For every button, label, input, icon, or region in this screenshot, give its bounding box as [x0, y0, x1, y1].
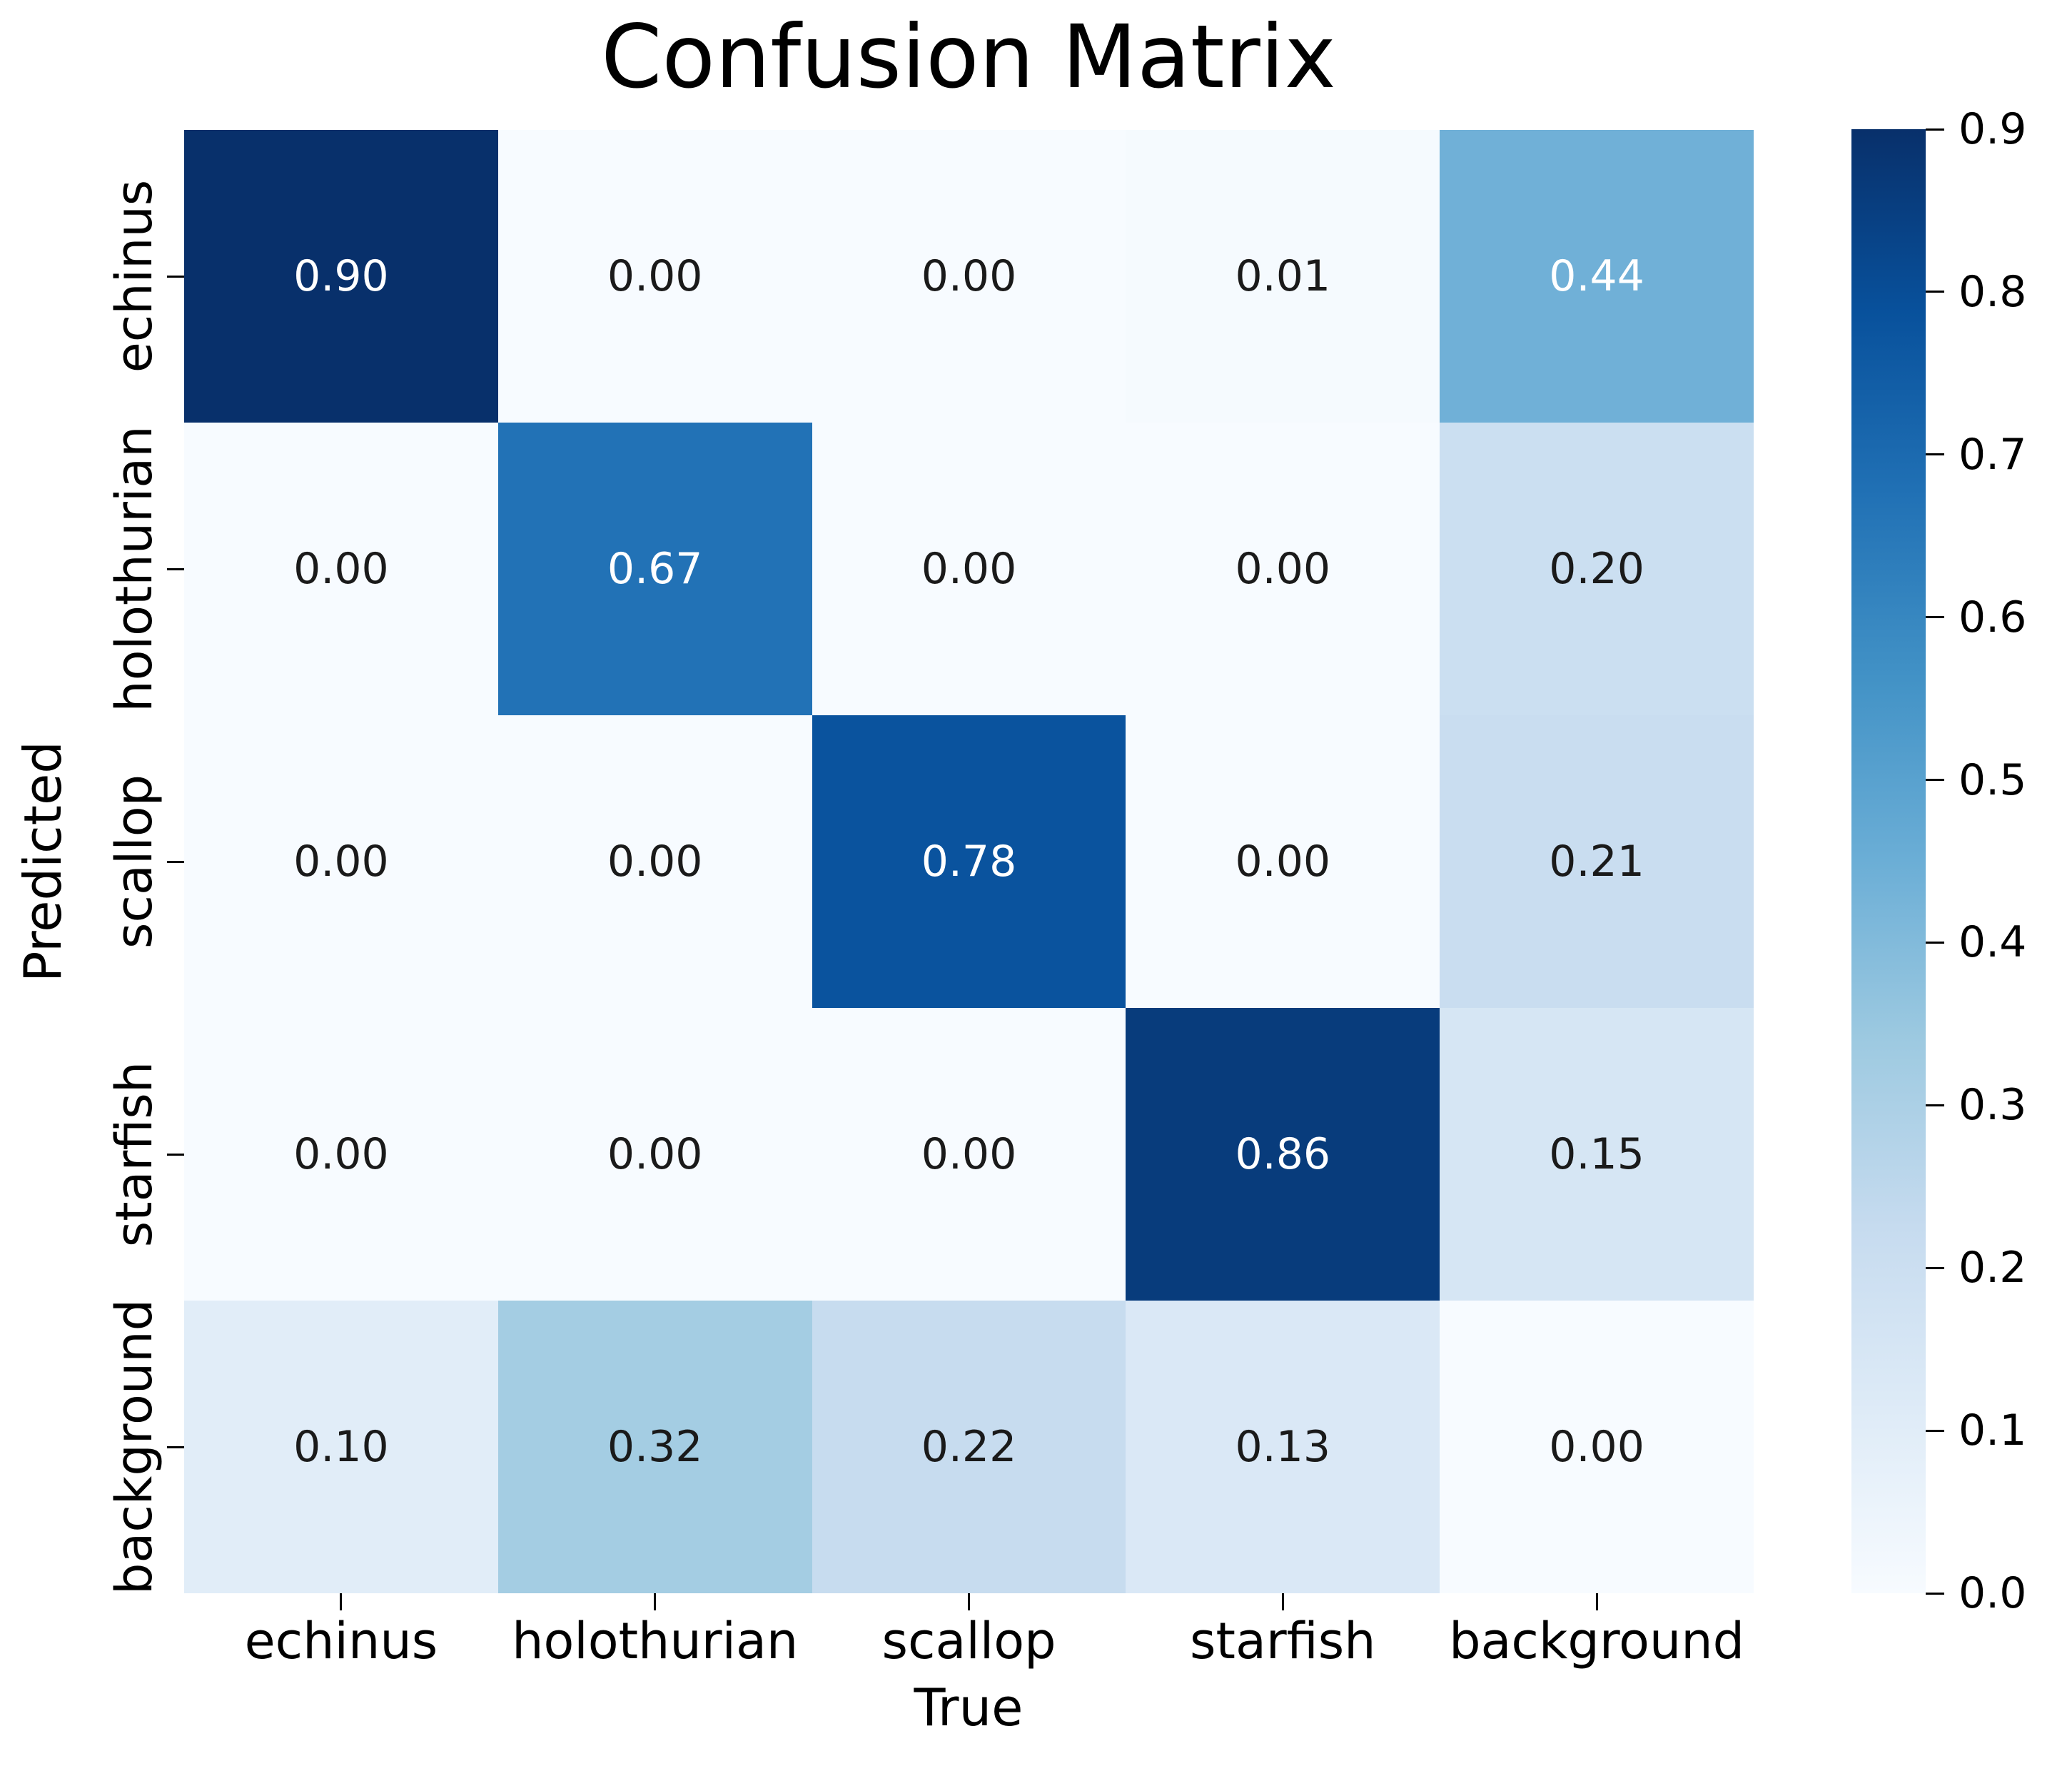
colorbar-tick-label-0.2: 0.2 [1959, 1243, 2027, 1293]
colorbar-tick-label-0.7: 0.7 [1959, 429, 2027, 480]
x-tick-label-text: echinus [244, 1612, 438, 1670]
matrix-cell-starfish-starfish: 0.86 [1126, 1008, 1440, 1301]
x-tick-label-text: holothurian [512, 1612, 799, 1670]
matrix-cell-starfish-holothurian: 0.00 [497, 1008, 812, 1301]
matrix-cell-echinus-background: 0.44 [1440, 130, 1754, 423]
matrix-cell-echinus-holothurian: 0.00 [497, 130, 812, 423]
x-tick-label-text: scallop [881, 1612, 1056, 1670]
matrix-cell-background-holothurian: 0.32 [497, 1301, 812, 1593]
matrix-cell-holothurian-background: 0.20 [1440, 423, 1754, 715]
y-tick-mark [167, 567, 184, 570]
colorbar-tick-mark [1926, 1429, 1944, 1432]
matrix-cell-scallop-echinus: 0.00 [184, 715, 498, 1008]
y-tick-mark [167, 275, 184, 278]
y-tick-mark [167, 1445, 184, 1448]
heatmap-grid: 0.90 0.00 0.00 0.01 0.44 0.00 0.67 0.00 0.00 0.20… [184, 130, 1754, 1593]
matrix-cell-holothurian-starfish: 0.00 [1126, 423, 1440, 715]
matrix-cell-scallop-holothurian: 0.00 [497, 715, 812, 1008]
matrix-cell-holothurian-scallop: 0.00 [812, 423, 1126, 715]
matrix-cell-starfish-scallop: 0.00 [812, 1008, 1126, 1301]
colorbar-tick-label-0.9: 0.9 [1959, 104, 2027, 154]
x-tick-mark [1595, 1593, 1598, 1610]
chart-title: Confusion Matrix [601, 6, 1336, 108]
colorbar-tick-mark [1926, 453, 1944, 456]
y-tick-mark [167, 1153, 184, 1156]
matrix-cell-holothurian-holothurian: 0.67 [497, 423, 812, 715]
matrix-cell-scallop-background: 0.21 [1440, 715, 1754, 1008]
colorbar-tick-label-0.6: 0.6 [1959, 592, 2027, 642]
x-tick-mark [654, 1593, 657, 1610]
x-axis-label: True [914, 1677, 1024, 1737]
matrix-cell-echinus-starfish: 0.01 [1126, 130, 1440, 423]
y-tick-mark [167, 860, 184, 863]
matrix-cell-echinus-scallop: 0.00 [812, 130, 1126, 423]
colorbar-tick-mark [1926, 1266, 1944, 1269]
x-tick-mark [968, 1593, 970, 1610]
matrix-cell-background-echinus: 0.10 [184, 1301, 498, 1593]
matrix-cell-scallop-scallop: 0.78 [812, 715, 1126, 1008]
colorbar-tick-label-0.5: 0.5 [1959, 755, 2027, 805]
matrix-cell-holothurian-echinus: 0.00 [184, 423, 498, 715]
x-tick-mark [1281, 1593, 1284, 1610]
matrix-cell-scallop-starfish: 0.00 [1126, 715, 1440, 1008]
y-tick-label-text: background [105, 1298, 163, 1595]
matrix-cell-background-background: 0.00 [1440, 1301, 1754, 1593]
y-tick-label-text: starfish [105, 1061, 163, 1248]
x-tick-label-text: background [1449, 1612, 1745, 1670]
colorbar-tick-mark [1926, 291, 1944, 293]
y-tick-label-text: echinus [105, 179, 163, 373]
matrix-cell-starfish-background: 0.15 [1440, 1008, 1754, 1301]
colorbar-tick-mark [1926, 941, 1944, 944]
matrix-cell-echinus-echinus: 0.90 [184, 130, 498, 423]
y-tick-label-text: holothurian [105, 425, 163, 712]
matrix-cell-background-starfish: 0.13 [1126, 1301, 1440, 1593]
colorbar-tick-mark [1926, 128, 1944, 131]
matrix-cell-background-scallop: 0.22 [812, 1301, 1126, 1593]
x-tick-label-text: starfish [1190, 1612, 1376, 1670]
colorbar [1851, 129, 1926, 1593]
colorbar-tick-label-0.0: 0.0 [1959, 1568, 2027, 1618]
colorbar-tick-mark [1926, 616, 1944, 619]
y-axis-label: Predicted [13, 741, 73, 982]
y-tick-label-text: scallop [105, 774, 163, 949]
colorbar-tick-label-0.4: 0.4 [1959, 917, 2027, 968]
colorbar-tick-mark [1926, 1104, 1944, 1106]
colorbar-tick-mark [1926, 779, 1944, 782]
x-tick-mark [340, 1593, 343, 1610]
matrix-cell-starfish-echinus: 0.00 [184, 1008, 498, 1301]
colorbar-tick-label-0.3: 0.3 [1959, 1080, 2027, 1131]
colorbar-tick-label-0.8: 0.8 [1959, 266, 2027, 317]
colorbar-tick-mark [1926, 1592, 1944, 1595]
colorbar-tick-label-0.1: 0.1 [1959, 1406, 2027, 1456]
